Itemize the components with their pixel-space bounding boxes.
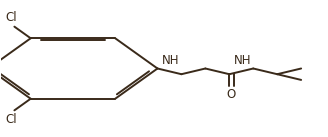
Text: Cl: Cl xyxy=(5,11,17,24)
Text: NH: NH xyxy=(162,54,180,67)
Text: Cl: Cl xyxy=(5,113,17,126)
Text: O: O xyxy=(226,88,236,101)
Text: NH: NH xyxy=(234,54,252,67)
